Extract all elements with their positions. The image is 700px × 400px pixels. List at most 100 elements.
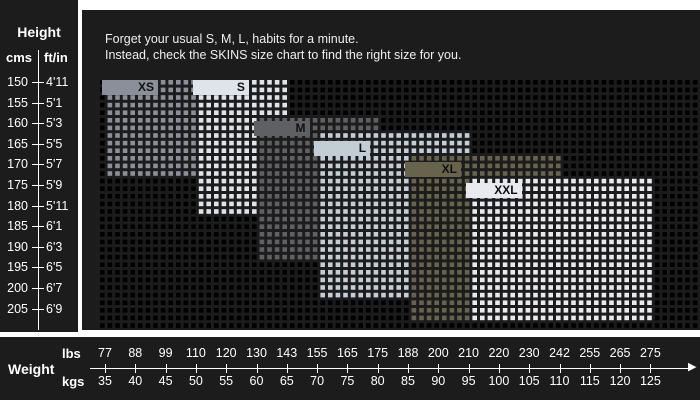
grid-dot bbox=[632, 209, 637, 214]
grid-dot bbox=[670, 140, 675, 146]
grid-dot bbox=[632, 254, 637, 260]
grid-dot bbox=[229, 140, 234, 146]
grid-dot bbox=[130, 277, 135, 283]
grid-dot bbox=[335, 80, 341, 85]
grid-dot bbox=[373, 110, 379, 115]
grid-dot bbox=[366, 323, 371, 328]
grid-dot bbox=[563, 186, 569, 191]
grid-dot bbox=[654, 262, 660, 267]
grid-dot bbox=[480, 163, 485, 169]
grid-dot bbox=[396, 80, 401, 85]
height-tick bbox=[32, 226, 44, 228]
grid-dot bbox=[282, 323, 287, 328]
grid-dot bbox=[145, 300, 151, 305]
grid-dot bbox=[274, 148, 280, 153]
grid-dot bbox=[381, 201, 386, 207]
grid-dot bbox=[297, 110, 303, 115]
grid-dot bbox=[548, 87, 553, 93]
grid-dot bbox=[639, 140, 645, 146]
grid-dot bbox=[609, 323, 614, 328]
grid-dot bbox=[518, 216, 523, 222]
grid-dot bbox=[343, 224, 348, 229]
grid-dot bbox=[305, 285, 310, 290]
grid-dot bbox=[320, 300, 325, 305]
grid-dot bbox=[571, 178, 576, 184]
grid-dot bbox=[122, 156, 128, 161]
grid-dot bbox=[586, 178, 591, 184]
grid-dot bbox=[153, 270, 158, 275]
grid-dot bbox=[297, 323, 303, 328]
grid-dot bbox=[411, 216, 417, 222]
grid-dot bbox=[457, 247, 462, 252]
grid-dot bbox=[654, 110, 660, 115]
grid-dot bbox=[145, 232, 151, 237]
grid-dot bbox=[525, 95, 531, 100]
grid-dot bbox=[381, 156, 386, 161]
grid-dot bbox=[229, 156, 234, 161]
grid-dot bbox=[487, 285, 493, 290]
weight-label-lbs: 230 bbox=[518, 346, 540, 360]
grid-dot bbox=[252, 254, 257, 260]
grid-dot bbox=[662, 80, 667, 85]
grid-dot bbox=[145, 95, 151, 100]
grid-dot bbox=[396, 201, 401, 207]
grid-dot bbox=[525, 209, 531, 214]
grid-dot bbox=[502, 216, 508, 222]
grid-dot bbox=[290, 95, 295, 100]
grid-dot bbox=[168, 292, 173, 298]
grid-dot bbox=[548, 125, 553, 131]
grid-dot bbox=[662, 163, 667, 169]
grid-dot bbox=[594, 323, 599, 328]
grid-dot bbox=[624, 194, 629, 199]
grid-dot bbox=[540, 232, 546, 237]
grid-dot bbox=[662, 216, 667, 222]
grid-dot bbox=[244, 163, 249, 169]
grid-dot bbox=[639, 262, 645, 267]
grid-dot bbox=[343, 194, 348, 199]
grid-dot bbox=[183, 178, 189, 184]
grid-dot bbox=[426, 133, 432, 138]
grid-dot bbox=[404, 156, 409, 161]
grid-dot bbox=[107, 118, 113, 123]
grid-dot bbox=[122, 102, 128, 108]
grid-dot bbox=[449, 224, 455, 229]
grid-dot bbox=[639, 163, 645, 169]
grid-dot bbox=[183, 232, 189, 237]
grid-dot bbox=[647, 118, 652, 123]
grid-dot bbox=[312, 186, 318, 191]
grid-dot bbox=[654, 239, 660, 245]
grid-dot bbox=[510, 163, 515, 169]
grid-dot bbox=[449, 133, 455, 138]
grid-dot bbox=[578, 110, 584, 115]
grid-dot bbox=[594, 308, 599, 313]
grid-dot bbox=[525, 262, 531, 267]
grid-dot bbox=[685, 201, 690, 207]
grid-dot bbox=[183, 209, 189, 214]
grid-dot bbox=[639, 239, 645, 245]
grid-dot bbox=[586, 292, 591, 298]
grid-dot bbox=[533, 254, 538, 260]
grid-dot bbox=[183, 156, 189, 161]
grid-dot bbox=[442, 239, 447, 245]
grid-dot bbox=[411, 277, 417, 283]
grid-dot bbox=[540, 239, 546, 245]
grid-dot bbox=[335, 186, 341, 191]
grid-dot bbox=[183, 186, 189, 191]
grid-dot bbox=[510, 224, 515, 229]
grid-dot bbox=[563, 262, 569, 267]
grid-dot bbox=[214, 239, 219, 245]
grid-dot bbox=[632, 300, 637, 305]
grid-dot bbox=[685, 300, 690, 305]
grid-dot bbox=[556, 148, 561, 153]
grid-dot bbox=[244, 171, 249, 176]
grid-dot bbox=[282, 171, 287, 176]
grid-dot bbox=[206, 323, 211, 328]
grid-dot bbox=[312, 254, 318, 260]
grid-dot bbox=[160, 216, 166, 222]
grid-dot bbox=[145, 133, 151, 138]
grid-dot bbox=[297, 87, 303, 93]
grid-dot bbox=[601, 186, 607, 191]
grid-dot bbox=[168, 163, 173, 169]
grid-dot bbox=[594, 239, 599, 245]
grid-dot bbox=[221, 209, 227, 214]
